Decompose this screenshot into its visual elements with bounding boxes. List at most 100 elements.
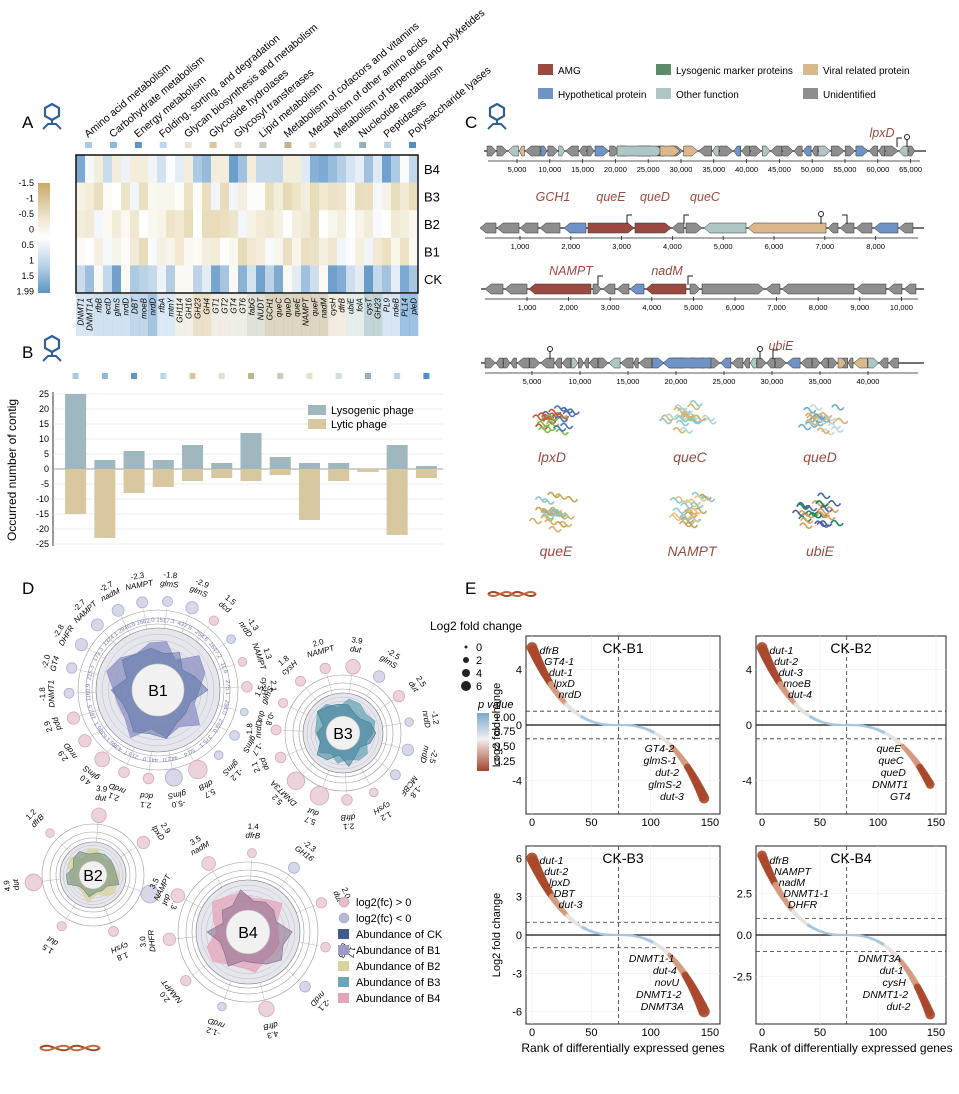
bar-lysogenic bbox=[94, 460, 116, 469]
bubble-positive bbox=[118, 766, 130, 778]
protein-structure-queD bbox=[798, 404, 849, 436]
de-gene-point bbox=[925, 780, 935, 789]
spoke bbox=[304, 686, 318, 703]
bubble-positive bbox=[278, 697, 289, 709]
plot-title: CK-B2 bbox=[830, 640, 871, 656]
bar-category-dots bbox=[72, 373, 430, 379]
heatmap-cell bbox=[229, 237, 239, 266]
heatmap-cell bbox=[85, 210, 95, 239]
structure-helix bbox=[668, 514, 683, 521]
heatmap-gene-label: ectD bbox=[104, 298, 113, 315]
bar-lytic bbox=[94, 469, 116, 538]
heatmap-cell bbox=[247, 265, 257, 294]
heatmap-cell bbox=[220, 155, 230, 183]
circle-gene-label: dut bbox=[255, 710, 267, 724]
heatmap-cell bbox=[292, 237, 302, 266]
gene-arrow bbox=[616, 283, 630, 295]
heatmap-cell bbox=[346, 265, 356, 294]
gene-name-label: queD bbox=[640, 190, 670, 204]
heatmap-cell bbox=[283, 265, 293, 294]
circle-fc-label: -1.8 bbox=[163, 570, 178, 580]
ring-grid bbox=[306, 696, 380, 770]
gene-arrow bbox=[878, 145, 886, 157]
gene-legend-swatch bbox=[538, 88, 553, 99]
structure-helix bbox=[548, 408, 562, 416]
gene-strip bbox=[373, 294, 383, 336]
gene-strip bbox=[400, 294, 410, 336]
gene-point-label: DNMT1-2 bbox=[636, 989, 682, 1001]
structure-helix bbox=[686, 417, 701, 424]
gene-arrow bbox=[519, 222, 539, 234]
gene-point-label: dfrB bbox=[540, 645, 559, 657]
circle-legend-label: Abundance of B1 bbox=[356, 945, 440, 957]
heatmap-cell bbox=[283, 155, 293, 183]
de-gene-point bbox=[698, 793, 710, 804]
spoke bbox=[283, 730, 304, 732]
pvalue-legend-title: p value bbox=[477, 699, 513, 711]
gene-strip bbox=[94, 294, 104, 336]
panel-d-label: D bbox=[22, 579, 34, 598]
structure-helix bbox=[679, 514, 693, 521]
heatmap-cell bbox=[193, 237, 203, 266]
circle-fc-label: -5.0 bbox=[170, 798, 186, 809]
heatmap-cell bbox=[130, 155, 140, 183]
circle-legend-label: log2(fc) > 0 bbox=[356, 897, 411, 909]
heatmap-cell bbox=[76, 265, 86, 294]
structure-helix bbox=[553, 405, 568, 412]
circle-fc-label: 1.4 bbox=[247, 822, 259, 832]
heatmap bbox=[76, 155, 419, 294]
heatmap-gene-label: queD bbox=[284, 298, 293, 317]
gene-arrow bbox=[685, 222, 703, 234]
y-tick: 4 bbox=[516, 665, 522, 677]
circle-fc-label: 3.9 bbox=[96, 784, 109, 794]
gene-arrow bbox=[719, 145, 734, 157]
x-tick: 0 bbox=[529, 1027, 535, 1039]
circle-legend-label: Abundance of CK bbox=[356, 929, 443, 941]
category-dot bbox=[234, 142, 242, 148]
gene-point-label: lpxD bbox=[549, 877, 570, 889]
heatmap-cell bbox=[391, 265, 401, 294]
gene-arrow bbox=[602, 283, 616, 295]
circular-plot-B3: B3dut3.9glmS-2.5dut2.5nrdD-1.2nrdD-2.5MC… bbox=[245, 635, 441, 831]
gene-arrow bbox=[484, 283, 504, 295]
bubble-negative bbox=[213, 750, 224, 760]
heatmap-cell bbox=[319, 182, 329, 211]
x-tick: 150 bbox=[927, 817, 945, 829]
heatmap-cell bbox=[175, 265, 185, 294]
ring bbox=[77, 609, 239, 771]
spoke bbox=[364, 682, 376, 700]
heatmap-cell bbox=[373, 210, 383, 239]
heatmap-cell bbox=[157, 155, 167, 183]
heatmap-cell bbox=[301, 182, 311, 211]
gene-arrow bbox=[887, 283, 903, 295]
heatmap-cell bbox=[355, 210, 365, 239]
track-tick-label: 2,000 bbox=[559, 303, 578, 312]
gene-point-label: novU bbox=[655, 977, 680, 989]
bubble-negative bbox=[185, 601, 199, 615]
heatmap-cell bbox=[157, 210, 167, 239]
track-tick-label: 60,000 bbox=[866, 165, 889, 174]
x-tick: 50 bbox=[585, 1027, 597, 1039]
category-dot bbox=[334, 142, 342, 148]
structure-helix bbox=[680, 502, 694, 509]
heatmap-gene-label: pleD bbox=[410, 298, 419, 316]
heatmap-cell bbox=[247, 210, 257, 239]
track-tick-label: 10,000 bbox=[538, 165, 561, 174]
bar-lysogenic bbox=[386, 445, 408, 469]
gene-arrow bbox=[524, 145, 541, 157]
circle-fc-label: 2.1 bbox=[139, 800, 152, 810]
spoke bbox=[211, 869, 223, 888]
gene-arrow bbox=[638, 357, 652, 369]
circle-legend-label: log2(fc) < 0 bbox=[356, 913, 411, 925]
heatmap-cell bbox=[148, 182, 158, 211]
dna-icon bbox=[487, 591, 537, 597]
structure-helix bbox=[672, 426, 686, 434]
pvalue-label-050: 0.50 bbox=[494, 741, 515, 753]
gene-arrow bbox=[547, 145, 559, 157]
circle-gene-label: GT4 bbox=[49, 655, 62, 673]
circle-legend-swatch bbox=[338, 945, 349, 955]
bar-category-dot bbox=[394, 373, 401, 379]
circle-fc-label: 2.0 bbox=[340, 886, 353, 900]
circle-legend-label: Abundance of B4 bbox=[356, 993, 440, 1005]
